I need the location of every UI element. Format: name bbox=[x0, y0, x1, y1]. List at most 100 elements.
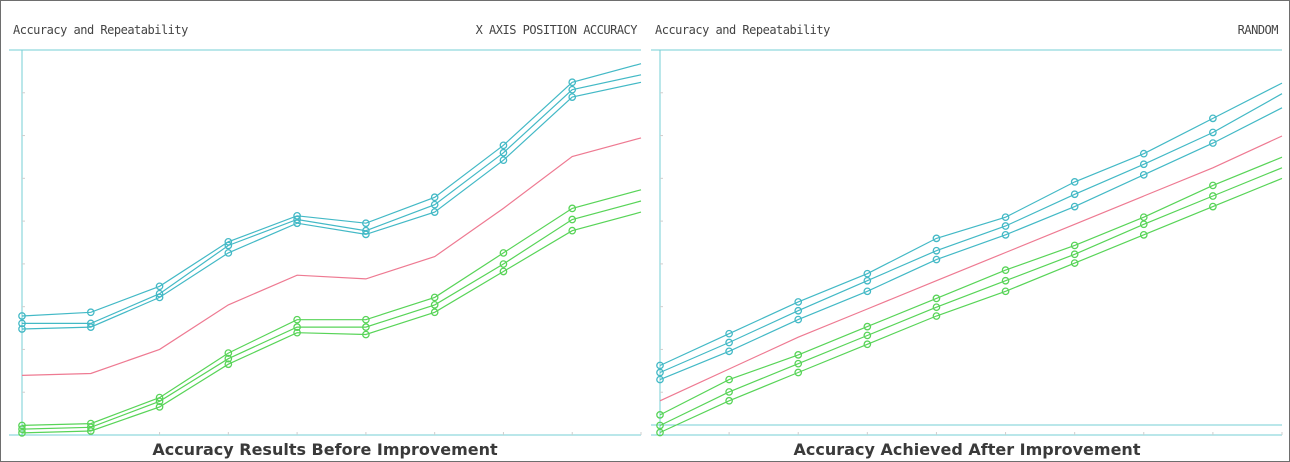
after-data-point bbox=[794, 351, 803, 359]
after-data-point bbox=[1070, 250, 1079, 259]
after-data-point bbox=[794, 359, 803, 368]
before-data-point bbox=[568, 204, 577, 213]
after-data-point bbox=[1139, 220, 1148, 229]
before-data-point bbox=[430, 200, 439, 209]
before-series-lower-6-line bbox=[21, 211, 642, 434]
after-data-point bbox=[794, 368, 803, 377]
after-data-point bbox=[656, 361, 664, 370]
before-data-point bbox=[568, 93, 577, 101]
after-data-point bbox=[1070, 190, 1079, 199]
after-data-point bbox=[725, 388, 733, 396]
before-data-point bbox=[362, 330, 370, 339]
after-data-point bbox=[1070, 202, 1079, 211]
before-data-point bbox=[18, 429, 26, 437]
after-data-point bbox=[1209, 192, 1217, 200]
after-series-mean-3-line bbox=[659, 135, 1283, 402]
before-data-point bbox=[362, 219, 370, 228]
before-data-point bbox=[499, 141, 508, 150]
after-data-point bbox=[794, 298, 803, 306]
after-data-point bbox=[1001, 222, 1010, 230]
after-series-lower-5-line bbox=[659, 167, 1283, 427]
after-data-point bbox=[1001, 231, 1010, 239]
before-data-point bbox=[430, 308, 439, 317]
after-data-point bbox=[1139, 213, 1148, 222]
before-data-point bbox=[293, 219, 301, 228]
before-data-point bbox=[568, 85, 577, 94]
before-data-point bbox=[362, 230, 370, 239]
before-data-point bbox=[293, 328, 301, 337]
before-data-point bbox=[155, 282, 164, 291]
after-data-point bbox=[1139, 170, 1148, 179]
before-data-point bbox=[499, 148, 508, 157]
chart-panel-before: Accuracy and Repeatability X AXIS POSITI… bbox=[9, 9, 642, 437]
before-data-point bbox=[224, 360, 233, 369]
after-data-point bbox=[863, 269, 872, 278]
before-series-mean-3-line bbox=[21, 137, 642, 376]
before-data-point bbox=[499, 267, 508, 276]
before-data-point bbox=[362, 323, 370, 331]
after-data-point bbox=[656, 428, 664, 437]
after-data-point bbox=[863, 287, 872, 296]
after-series-upper-1-line bbox=[659, 93, 1283, 374]
after-data-point bbox=[863, 276, 872, 285]
after-data-point bbox=[1001, 276, 1010, 285]
before-data-point bbox=[86, 427, 95, 435]
before-data-point bbox=[568, 78, 577, 87]
after-data-point bbox=[725, 338, 733, 347]
before-data-point bbox=[18, 312, 26, 320]
before-series-lower-4-line bbox=[21, 189, 642, 426]
after-data-point bbox=[1209, 128, 1217, 137]
before-data-point bbox=[568, 215, 577, 224]
after-data-point bbox=[725, 329, 733, 338]
after-data-point bbox=[1139, 149, 1148, 158]
after-data-point bbox=[1139, 160, 1148, 169]
after-series-lower-4-line bbox=[659, 156, 1283, 416]
before-data-point bbox=[155, 403, 164, 411]
before-series-lower-5-line bbox=[21, 200, 642, 430]
after-data-point bbox=[1070, 259, 1079, 267]
after-data-point bbox=[794, 306, 803, 315]
after-data-point bbox=[932, 303, 941, 312]
after-data-point bbox=[863, 331, 872, 340]
after-series-upper-2-line bbox=[659, 107, 1283, 381]
after-data-point bbox=[794, 315, 803, 324]
after-data-point bbox=[932, 312, 941, 320]
before-data-point bbox=[18, 319, 26, 328]
before-data-point bbox=[430, 208, 439, 216]
after-data-point bbox=[1070, 241, 1079, 250]
chart-panel-after: Accuracy and Repeatability RANDOM bbox=[651, 9, 1283, 437]
after-series-upper-0-line bbox=[659, 82, 1283, 367]
after-data-point bbox=[656, 421, 664, 430]
chart-before-subtitle: X AXIS POSITION ACCURACY bbox=[475, 23, 638, 37]
after-data-point bbox=[656, 375, 664, 384]
after-data-point bbox=[863, 340, 872, 349]
before-data-point bbox=[224, 249, 233, 257]
caption-after: Accuracy Achieved After Improvement bbox=[793, 440, 1141, 459]
after-data-point bbox=[1139, 231, 1148, 239]
after-data-point bbox=[1209, 139, 1217, 147]
before-data-point bbox=[293, 323, 301, 331]
after-data-point bbox=[863, 322, 872, 331]
before-data-point bbox=[430, 193, 439, 202]
after-data-point bbox=[1001, 287, 1010, 296]
before-data-point bbox=[499, 260, 508, 268]
after-data-point bbox=[725, 375, 733, 384]
before-series-upper-0-line bbox=[21, 63, 642, 317]
before-data-point bbox=[155, 397, 164, 406]
before-data-point bbox=[430, 301, 439, 309]
after-series-lower-6-line bbox=[659, 177, 1283, 434]
after-data-point bbox=[1001, 213, 1010, 222]
before-data-point bbox=[18, 325, 26, 333]
chart-before-title: Accuracy and Repeatability bbox=[13, 23, 188, 37]
chart-after-title: Accuracy and Repeatability bbox=[655, 23, 830, 37]
after-data-point bbox=[932, 246, 941, 255]
chart-before-plot bbox=[9, 49, 642, 437]
after-data-point bbox=[1070, 178, 1079, 186]
before-series-upper-2-line bbox=[21, 81, 642, 330]
before-data-point bbox=[224, 349, 233, 357]
before-data-point bbox=[86, 323, 95, 331]
before-data-point bbox=[86, 308, 95, 317]
caption-before: Accuracy Results Before Improvement bbox=[152, 440, 498, 459]
before-data-point bbox=[362, 315, 370, 324]
before-data-point bbox=[293, 315, 301, 324]
